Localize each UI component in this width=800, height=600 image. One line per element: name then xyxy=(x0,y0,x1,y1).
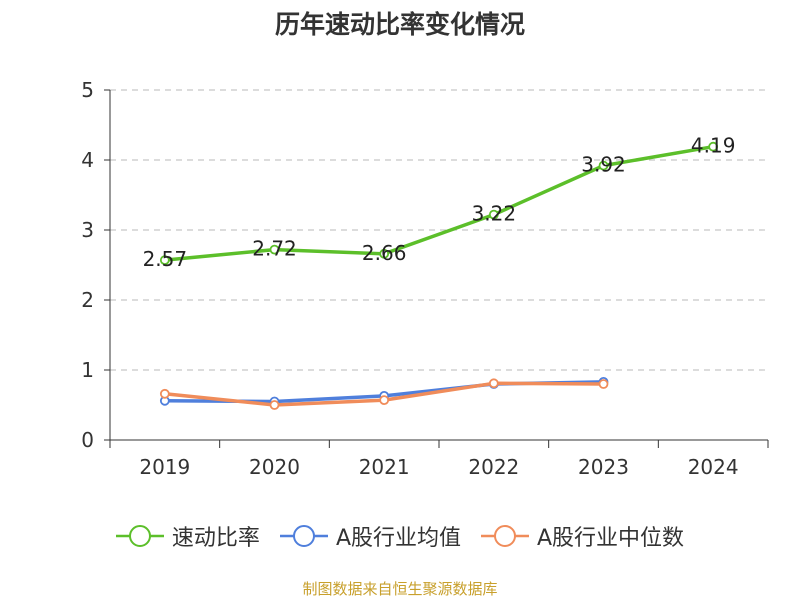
y-tick-label: 2 xyxy=(81,288,94,312)
data-point xyxy=(708,141,719,152)
legend-item-industry-median[interactable]: A股行业中位数 xyxy=(481,520,684,552)
legend-label-industry-mean: A股行业均值 xyxy=(335,526,461,551)
data-label: 2.66 xyxy=(362,241,407,265)
legend-swatch-industry-median xyxy=(481,525,529,547)
data-point xyxy=(488,209,499,220)
data-label: 3.92 xyxy=(581,153,626,177)
legend-label-industry-median: A股行业中位数 xyxy=(537,526,685,551)
data-point xyxy=(488,378,499,389)
legend-swatch-industry-mean xyxy=(279,525,328,547)
x-tick-label: 2023 xyxy=(578,455,629,479)
chart-title: 历年速动比率变化情况 xyxy=(274,10,525,39)
data-label: 3.22 xyxy=(472,202,517,226)
data-point xyxy=(598,160,609,171)
legend-label-quick-ratio: 速动比率 xyxy=(171,526,260,551)
y-tick-label: 4 xyxy=(81,148,94,172)
x-tick-label: 2019 xyxy=(139,455,190,479)
data-point xyxy=(159,388,170,399)
series-line-0 xyxy=(164,144,714,262)
legend-item-quick-ratio[interactable]: 速动比率 xyxy=(115,520,260,552)
x-tick-label: 2024 xyxy=(688,455,739,479)
legend-swatch-quick-ratio xyxy=(115,525,164,547)
data-label: 4.19 xyxy=(691,134,736,158)
data-label: 2.57 xyxy=(143,247,188,271)
data-point xyxy=(269,244,280,255)
y-tick-label: 3 xyxy=(81,218,94,242)
legend-item-industry-mean[interactable]: A股行业均值 xyxy=(279,520,461,552)
data-point xyxy=(598,379,609,389)
x-tick-label: 2022 xyxy=(468,455,519,479)
data-point xyxy=(269,400,280,410)
data-point xyxy=(159,255,170,266)
data-point xyxy=(379,248,390,259)
x-tick-label: 2021 xyxy=(359,455,410,479)
y-tick-label: 0 xyxy=(81,428,94,452)
y-tick-label: 5 xyxy=(81,78,94,102)
data-point xyxy=(379,395,390,406)
y-tick-label: 1 xyxy=(81,358,94,382)
data-source-note: 制图数据来自恒生聚源数据库 xyxy=(302,580,498,598)
x-tick-label: 2020 xyxy=(249,455,300,479)
legend: 速动比率 A股行业均值 A股行业中位数 xyxy=(0,520,800,552)
data-label: 2.72 xyxy=(252,237,297,261)
